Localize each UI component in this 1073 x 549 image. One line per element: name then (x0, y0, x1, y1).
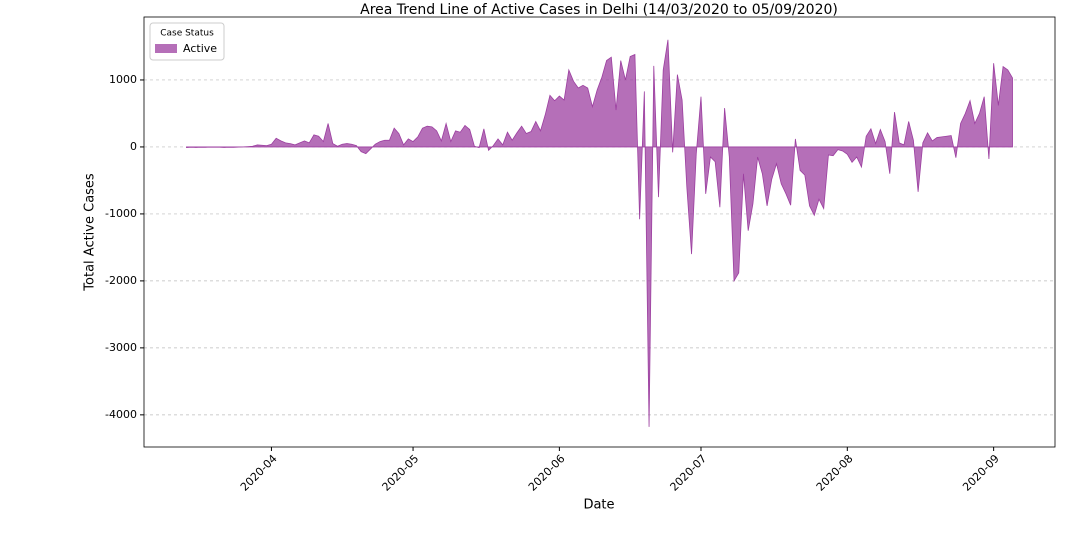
y-tick-label: -1000 (105, 207, 137, 220)
plot-frame (143, 16, 1056, 448)
x-tick-label: 2020-05 (380, 452, 422, 494)
x-tick-label: 2020-04 (238, 452, 280, 494)
legend-title: Case Status (160, 29, 214, 39)
x-tick-label: 2020-08 (814, 452, 856, 494)
x-tick-label: 2020-07 (668, 452, 710, 494)
x-tick-label: 2020-09 (960, 452, 1002, 494)
y-axis-label: Total Active Cases (83, 173, 98, 292)
y-tick-label: 1000 (109, 73, 137, 86)
y-tick-label: -2000 (105, 274, 137, 287)
legend-label: Active (183, 42, 217, 55)
area (186, 39, 1013, 427)
y-tick-label: -3000 (105, 341, 137, 354)
legend: Case Status Active (149, 22, 225, 61)
y-tick-label: 0 (130, 140, 137, 153)
x-tick-label: 2020-06 (526, 452, 568, 494)
chart-title: Area Trend Line of Active Cases in Delhi… (360, 2, 838, 18)
x-axis-label: Date (583, 498, 614, 513)
y-tick-label: -4000 (105, 408, 137, 421)
legend-swatch (155, 44, 177, 53)
